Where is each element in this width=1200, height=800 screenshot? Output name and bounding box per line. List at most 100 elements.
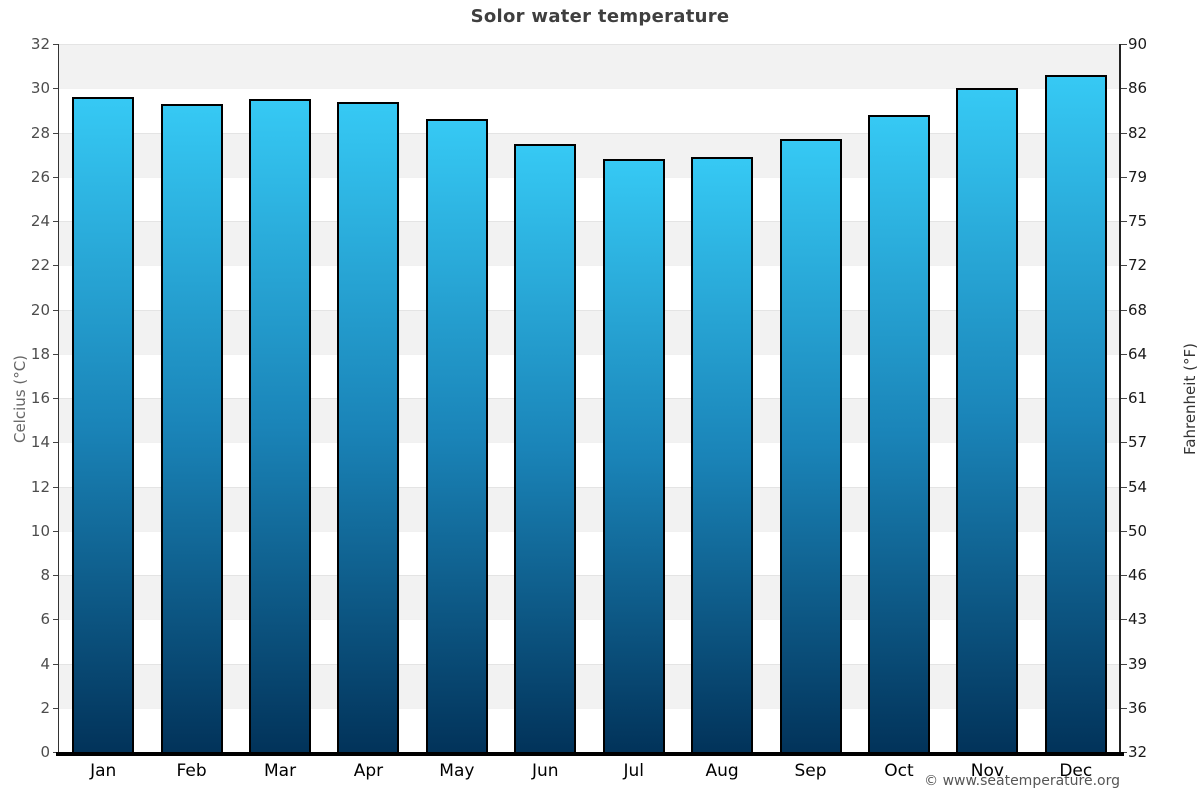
y-axis-tick-right <box>1121 309 1127 311</box>
y-axis-tick-left <box>53 353 59 355</box>
plot-band <box>59 486 1120 531</box>
plot-band <box>59 44 1120 89</box>
y-axis-tick-label-celsius: 6 <box>40 610 50 629</box>
bar-feb[interactable] <box>160 103 223 752</box>
y-axis-tick-right <box>1121 486 1127 488</box>
y-axis-tick-left <box>53 575 59 576</box>
y-axis-tick-label-fahrenheit: 50 <box>1128 521 1148 540</box>
bar-may[interactable] <box>425 119 488 752</box>
y-axis-tick-label-fahrenheit: 46 <box>1128 566 1148 584</box>
y-axis-tick-left <box>53 663 59 665</box>
y-axis-tick-right <box>1121 132 1127 134</box>
y-axis-tick-label-celsius: 12 <box>30 477 50 496</box>
plot-band <box>59 176 1120 221</box>
plot-band <box>59 398 1120 443</box>
y-axis-tick-label-fahrenheit: 36 <box>1128 698 1148 717</box>
bar-aug[interactable] <box>691 156 754 752</box>
plot-band <box>59 442 1120 487</box>
x-axis-label: Oct <box>884 761 914 781</box>
bar-nov[interactable] <box>956 88 1019 752</box>
y-axis-tick-right <box>1121 752 1127 753</box>
y-axis-line-left <box>58 44 59 752</box>
y-axis-tick-left <box>53 398 59 399</box>
y-axis-tick-label-celsius: 32 <box>30 35 50 53</box>
y-axis-title-fahrenheit: Fahrenheit (°F) <box>1181 343 1199 455</box>
y-axis-tick-label-fahrenheit: 72 <box>1128 256 1148 275</box>
gridline <box>59 398 1120 399</box>
gridline <box>59 88 1120 90</box>
y-axis-tick-label-celsius: 22 <box>30 256 50 275</box>
y-axis-tick-right <box>1121 88 1127 90</box>
y-axis-tick-label-celsius: 28 <box>30 123 50 142</box>
y-axis-tick-right <box>1121 442 1127 444</box>
y-axis-tick-label-fahrenheit: 68 <box>1128 300 1148 319</box>
y-axis-tick-label-celsius: 16 <box>30 389 50 407</box>
gridline <box>59 176 1120 178</box>
y-axis-tick-left <box>53 530 59 532</box>
plot-band <box>59 353 1120 398</box>
y-axis-tick-right <box>1121 44 1127 45</box>
y-axis-tick-right <box>1121 353 1127 355</box>
plot-band <box>59 663 1120 708</box>
x-axis-label: Apr <box>353 761 384 781</box>
y-axis-tick-label-fahrenheit: 64 <box>1128 344 1148 363</box>
gridline <box>59 132 1120 134</box>
y-axis-tick-label-celsius: 10 <box>30 521 50 540</box>
plot-band <box>59 575 1120 620</box>
bar-jul[interactable] <box>602 159 665 752</box>
bar-oct[interactable] <box>867 114 930 752</box>
plot-band <box>59 707 1120 752</box>
plot-band <box>59 221 1120 266</box>
y-axis-tick-left <box>53 265 59 267</box>
y-axis-tick-left <box>53 44 59 45</box>
gridline <box>59 707 1120 709</box>
gridline <box>59 619 1120 621</box>
y-axis-tick-label-fahrenheit: 54 <box>1128 477 1148 496</box>
y-axis-tick-label-celsius: 24 <box>30 212 50 230</box>
bar-sep[interactable] <box>779 139 842 752</box>
plot-band <box>59 132 1120 177</box>
y-axis-tick-right <box>1121 575 1127 576</box>
bar-mar[interactable] <box>249 99 312 752</box>
y-axis-tick-label-fahrenheit: 86 <box>1128 79 1148 98</box>
y-axis-tick-label-fahrenheit: 82 <box>1128 123 1148 142</box>
y-axis-tick-left <box>53 442 59 444</box>
bar-jun[interactable] <box>514 143 577 752</box>
x-axis-label: Sep <box>794 761 827 781</box>
x-axis-label: Mar <box>263 761 297 781</box>
y-axis-tick-left <box>53 176 59 178</box>
y-axis-tick-right <box>1121 530 1127 532</box>
x-axis-label: Jan <box>90 761 117 781</box>
y-axis-tick-right <box>1121 619 1127 621</box>
y-axis-tick-label-fahrenheit: 75 <box>1128 212 1148 230</box>
bar-dec[interactable] <box>1044 74 1107 752</box>
bar-jan[interactable] <box>72 97 135 752</box>
y-axis-tick-left <box>53 309 59 311</box>
y-axis-tick-label-fahrenheit: 90 <box>1128 35 1148 53</box>
plot-band <box>59 619 1120 664</box>
y-axis-tick-label-celsius: 4 <box>40 654 50 673</box>
gridline <box>59 353 1120 355</box>
y-axis-tick-label-celsius: 14 <box>30 433 50 452</box>
x-axis-line <box>56 752 1124 756</box>
gridline <box>59 265 1120 267</box>
y-axis-tick-label-celsius: 20 <box>30 300 50 319</box>
y-axis-tick-label-celsius: 8 <box>40 566 50 584</box>
gridline <box>59 486 1120 488</box>
y-axis-tick-label-fahrenheit: 39 <box>1128 654 1148 673</box>
y-axis-tick-label-fahrenheit: 32 <box>1128 743 1148 761</box>
y-axis-tick-label-fahrenheit: 79 <box>1128 167 1148 186</box>
bar-apr[interactable] <box>337 101 400 752</box>
site-credit-link[interactable]: © www.seatemperature.org <box>924 773 1120 789</box>
gridline <box>59 44 1120 45</box>
y-axis-tick-right <box>1121 221 1127 222</box>
plot-band <box>59 530 1120 575</box>
y-axis-tick-label-fahrenheit: 61 <box>1128 389 1148 407</box>
x-axis-label: Feb <box>176 761 207 781</box>
y-axis-tick-left <box>53 132 59 134</box>
x-axis-label: Dec <box>1059 761 1093 781</box>
y-axis-tick-left <box>53 221 59 222</box>
x-axis-label: Jun <box>532 761 559 781</box>
y-axis-tick-right <box>1121 707 1127 709</box>
